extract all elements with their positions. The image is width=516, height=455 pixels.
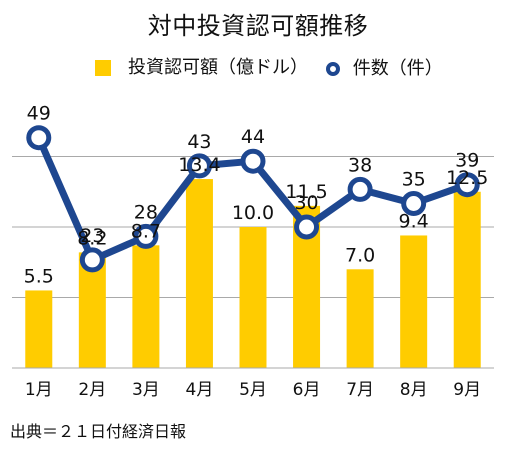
investment-bar [185,179,213,368]
month-tick-label: 7月 [346,380,374,400]
investment-data-label: 5.5 [24,265,54,287]
legend-line-label: 件数（件） [352,58,443,79]
legend-bar-item: 投資認可額（億ドル） [95,57,308,79]
month-tick-label: 4月 [186,380,214,400]
line-layer [26,125,480,273]
month-tick-label: 8月 [400,380,428,400]
investment-bar [239,227,267,368]
investment-data-label: 12.5 [446,167,488,189]
source-note: 出典＝２１日付経済日報 [10,422,187,441]
investment-data-label: 10.0 [232,202,274,224]
bar-layer [25,179,481,368]
case-count-data-label: 38 [348,154,372,176]
investment-data-label: 13.4 [178,154,220,176]
case-count-data-label: 39 [455,150,479,172]
month-tick-label: 5月 [239,380,267,400]
investment-data-label: 8.2 [77,227,107,249]
investment-bar [346,269,374,368]
case-count-data-label: 43 [187,131,211,153]
case-count-data-label: 23 [80,225,104,247]
case-count-point [26,125,52,151]
month-tick-label: 2月 [78,380,106,400]
month-tick-label: 3月 [132,380,160,400]
legend-line-marker [325,62,340,76]
investment-bar [25,290,53,368]
case-count-point [347,176,373,202]
case-count-data-label: 49 [27,103,51,125]
case-count-point [133,223,159,249]
investment-bar [453,191,481,368]
month-tick-label: 1月 [25,380,53,400]
axis-layer: 1月 2月 3月 4月 5月 6月 7月 8月 9月 [12,367,494,400]
case-count-point [186,153,212,179]
case-count-data-label: 44 [241,126,265,148]
case-count-point [79,247,105,273]
chart-legend: 投資認可額（億ドル） 件数（件） [95,57,455,82]
case-count-data-label: 30 [294,192,318,214]
chart-title: 対中投資認可額推移 [147,12,369,40]
legend-line-item: 件数（件） [325,58,443,80]
month-tick-label: 9月 [453,380,481,400]
month-tick-label: 6月 [293,380,321,400]
investment-data-label: 8.7 [131,220,161,242]
legend-bar-swatch [95,60,111,76]
case-count-point [240,148,266,174]
case-count-point [454,172,480,198]
investment-bar [400,235,428,368]
label-layer: 5.5 8.2 8.7 13.4 10.0 11.5 7.0 9.4 12.5 49 23 28 43 4… [24,103,489,288]
case-count-point [294,214,320,240]
case-count-data-label: 28 [134,201,158,223]
investment-bar [132,245,160,368]
case-count-point [401,191,427,216]
case-count-data-label: 35 [402,169,426,191]
legend-bar-label: 投資認可額（億ドル） [128,57,308,78]
investment-data-label: 9.4 [399,210,429,232]
investment-data-label: 11.5 [285,181,327,203]
investment-data-label: 7.0 [345,244,375,266]
